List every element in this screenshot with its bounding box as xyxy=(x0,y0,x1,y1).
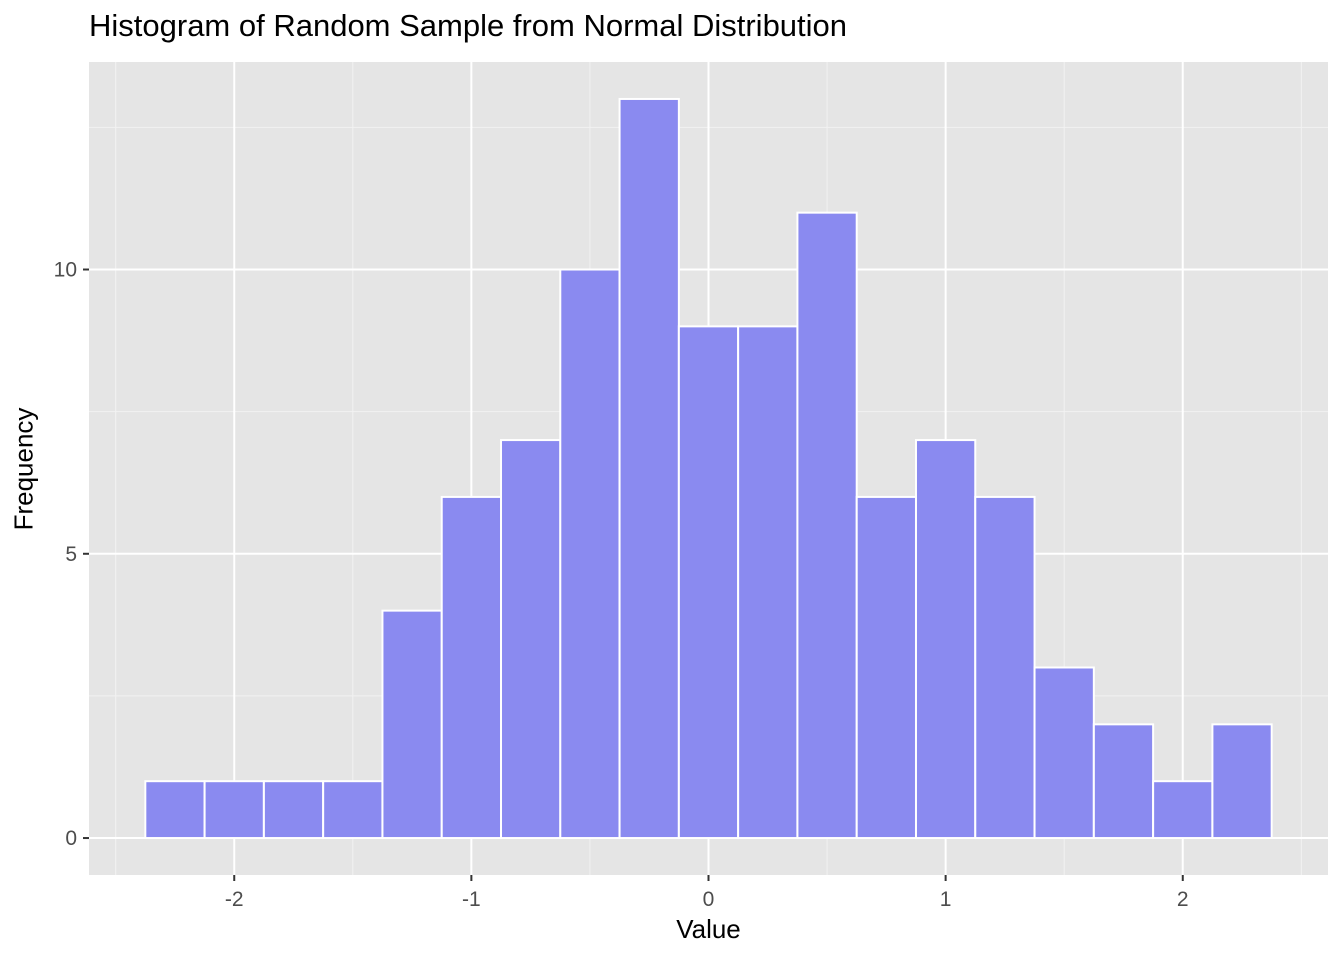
x-axis-tick-label: -2 xyxy=(225,888,244,911)
x-axis-tick-label: 2 xyxy=(1177,888,1189,911)
histogram-bar xyxy=(1092,723,1155,840)
histogram-bar xyxy=(914,439,977,840)
histogram-bar xyxy=(677,325,740,840)
x-axis-tick-label: 0 xyxy=(703,888,715,911)
histogram-bar xyxy=(855,495,917,840)
y-axis-tick-label: 5 xyxy=(65,543,77,566)
x-axis-tick-label: -1 xyxy=(462,888,481,911)
y-axis: 0 5 10 xyxy=(54,259,89,850)
histogram-bar xyxy=(737,325,799,840)
y-axis-tick-label: 0 xyxy=(65,827,77,850)
histogram-bar xyxy=(1033,666,1095,840)
x-axis: -2 -1 0 1 2 xyxy=(225,875,1189,911)
y-axis-label: Frequency xyxy=(8,407,39,531)
x-axis-tick-label: 1 xyxy=(940,888,952,911)
histogram-bar xyxy=(1211,723,1273,840)
x-axis-label: Value xyxy=(676,914,741,944)
histogram-bar xyxy=(322,780,384,840)
histogram-bar xyxy=(796,211,858,840)
histogram-bar xyxy=(144,780,206,840)
histogram-bar xyxy=(203,780,265,840)
histogram-bar xyxy=(1152,780,1214,840)
histogram-bar xyxy=(974,495,1036,840)
histogram-bar xyxy=(440,495,503,840)
histogram-bars xyxy=(144,97,1273,840)
chart-title: Histogram of Random Sample from Normal D… xyxy=(89,8,848,43)
histogram-bar xyxy=(559,268,621,840)
histogram-bar xyxy=(618,97,680,840)
histogram-bar xyxy=(381,609,443,840)
y-axis-tick-label: 10 xyxy=(54,259,77,282)
histogram-bar xyxy=(500,439,562,840)
histogram-bar xyxy=(262,780,325,840)
